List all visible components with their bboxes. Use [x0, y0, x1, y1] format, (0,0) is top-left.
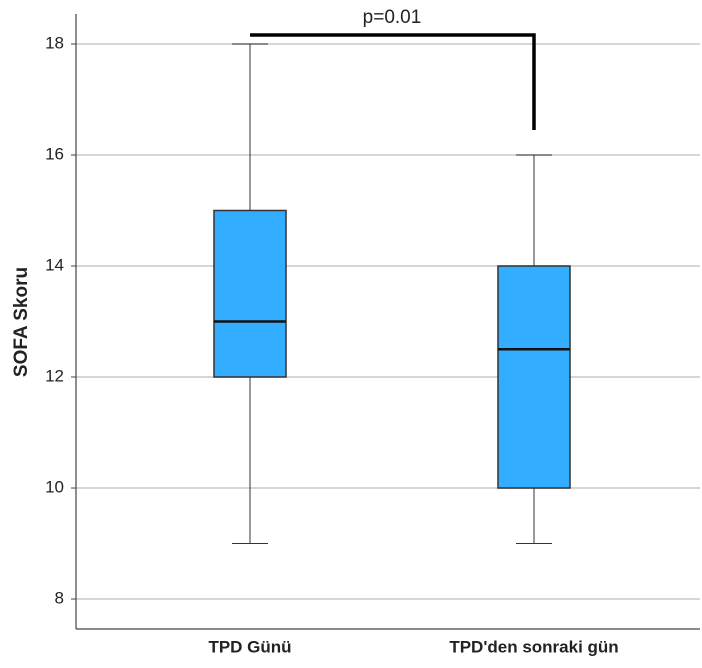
significance-bracket [250, 33, 536, 130]
y-axis-label: SOFA Skoru [11, 267, 32, 377]
box [213, 209, 287, 378]
y-tick-label: 10 [45, 478, 64, 497]
y-tick-label: 16 [45, 144, 64, 163]
y-tick-label: 8 [55, 589, 64, 608]
x-tick-label: TPD'den sonraki gün [449, 637, 618, 656]
y-tick-label: 18 [45, 33, 64, 52]
box [497, 265, 571, 489]
x-tick-label: TPD Günü [208, 637, 291, 656]
y-tick-label: 14 [45, 255, 64, 274]
y-tick-label: 12 [45, 366, 64, 385]
annotation: p=0.01 [363, 7, 422, 28]
